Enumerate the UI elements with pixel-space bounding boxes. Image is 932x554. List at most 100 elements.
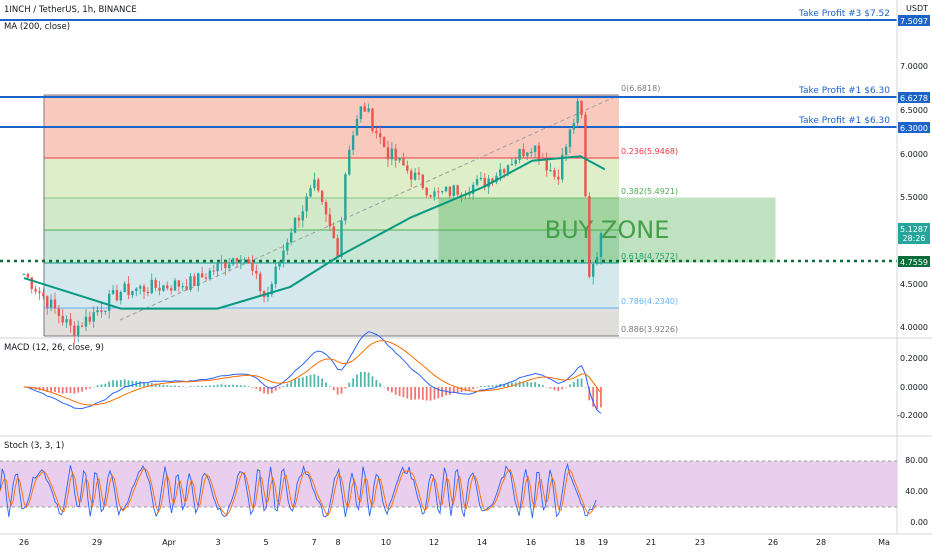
candle-body [251, 262, 254, 271]
symbol-title[interactable]: 1INCH / TetherUS, 1h, BINANCE [4, 5, 137, 15]
macd-pane[interactable] [23, 331, 602, 414]
time-tick: 26 [19, 538, 29, 547]
macd-histogram-bar [479, 386, 482, 387]
macd-histogram-bar [503, 383, 506, 387]
candle-body [537, 145, 541, 160]
candle-body [398, 157, 401, 161]
candle-body [243, 259, 246, 261]
candle-body [92, 312, 95, 322]
macd-histogram-bar [274, 387, 277, 391]
candle-body [317, 179, 320, 191]
candle-body [88, 316, 92, 322]
time-tick: 7 [311, 538, 316, 547]
candle-body [367, 108, 370, 112]
macd-histogram-bar [143, 382, 145, 387]
macd-histogram-bar [383, 386, 385, 388]
macd-histogram-bar [356, 374, 358, 387]
macd-histogram-bar [92, 386, 95, 388]
time-axis[interactable]: 26 29 Apr 3 5 7 8 10 12 14 16 18 19 21 2… [19, 538, 890, 547]
stoch-pane[interactable] [0, 460, 897, 519]
macd-histogram-bar [119, 380, 122, 387]
macd-legend[interactable]: MACD (12, 26, close, 9) [4, 343, 104, 353]
macd-tick: -0.2000 [897, 411, 928, 420]
badge-tp3-text: 7.5097 [900, 17, 928, 26]
macd-histogram-bar [205, 385, 207, 387]
candle-body [61, 315, 64, 323]
time-tick: 5 [263, 538, 268, 547]
key-lines[interactable]: Take Profit #3 $7.52 Take Profit #1 $6.3… [0, 9, 897, 263]
macd-histogram-bar [247, 386, 250, 387]
macd-histogram-bar [267, 387, 269, 395]
candle-body [410, 170, 413, 180]
macd-histogram-bar [88, 387, 91, 389]
macd-histogram-bar [449, 387, 451, 395]
macd-histogram-bar [104, 383, 107, 387]
macd-histogram-bar [375, 379, 378, 387]
macd-histogram-bar [46, 387, 49, 393]
price-axis[interactable]: USDT 7.0000 6.5000 6.0000 5.5000 5.0000 … [897, 4, 930, 527]
candle-body [320, 190, 324, 203]
candle-body [57, 308, 61, 316]
time-tick: Ma [878, 538, 890, 547]
macd-histogram-bar [421, 387, 424, 400]
macd-histogram-bar [236, 385, 238, 387]
candle-body [452, 185, 455, 196]
stoch-tick: 80.00 [905, 456, 928, 465]
macd-histogram-bar [263, 387, 265, 394]
macd-histogram-bar [301, 377, 304, 387]
macd-histogram-bar [239, 385, 242, 387]
candle-body [483, 177, 486, 188]
macd-histogram-bar [69, 387, 72, 394]
candle-body [591, 263, 595, 277]
macd-histogram-bar [290, 381, 293, 387]
candle-body [169, 288, 173, 291]
candle-body [77, 325, 80, 336]
badge-countdown-text: 28:26 [902, 234, 925, 243]
candle-body [42, 292, 45, 297]
candle-body [135, 288, 138, 292]
candle-body [131, 291, 134, 296]
stoch-legend[interactable]: Stoch (3, 3, 1) [4, 441, 64, 451]
candle-body [421, 174, 425, 188]
macd-histogram-bar [441, 387, 444, 398]
candle-body [479, 177, 483, 180]
macd-histogram-bar [181, 386, 184, 387]
macd-histogram-bar [255, 387, 258, 389]
macd-histogram-bar [336, 387, 339, 395]
candle-body [293, 217, 297, 233]
macd-histogram-bar [526, 381, 529, 387]
candle-body [274, 266, 277, 285]
macd-histogram-bar [580, 378, 583, 387]
candle-body [127, 283, 130, 296]
macd-histogram-bar [600, 387, 602, 408]
macd-histogram-bar [387, 387, 389, 391]
candle-body [142, 286, 146, 292]
macd-histogram-bar [491, 385, 494, 387]
macd-histogram-bar [522, 381, 525, 387]
macd-histogram-bar [147, 383, 149, 387]
macd-histogram-bar [116, 380, 118, 387]
fib-band-05-0618 [44, 230, 619, 263]
candle-body [351, 135, 355, 150]
stoch-tick: 40.00 [905, 487, 928, 496]
macd-histogram-bar [348, 382, 351, 387]
candle-body [247, 259, 250, 263]
macd-histogram-bar [538, 383, 540, 387]
time-tick: 21 [646, 538, 656, 547]
time-tick: 3 [215, 538, 220, 547]
price-tick: 4.0000 [900, 323, 928, 332]
macd-histogram-bar [96, 385, 99, 387]
candle-body [456, 185, 459, 195]
buy-zone[interactable]: BUY ZONE [438, 197, 776, 263]
candle-body [255, 270, 258, 274]
candle-body [73, 325, 76, 336]
ma-legend[interactable]: MA (200, close) [4, 22, 70, 32]
macd-histogram-bar [193, 386, 196, 388]
candle-body [429, 195, 432, 197]
macd-histogram-bar [73, 387, 76, 394]
candle-body [282, 250, 285, 262]
macd-histogram-bar [352, 378, 355, 387]
candle-body [502, 169, 506, 173]
macd-histogram-bar [406, 387, 409, 399]
